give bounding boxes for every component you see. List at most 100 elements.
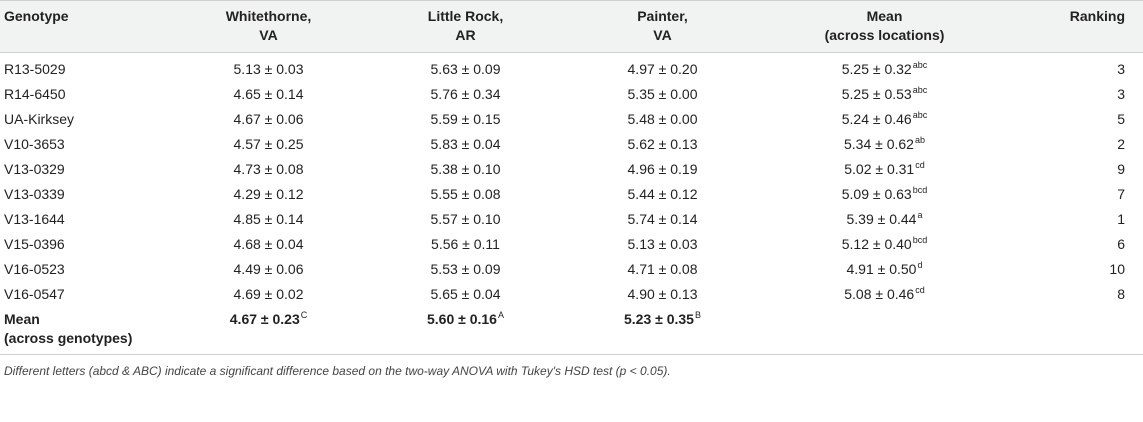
cell-ranking: 2 — [1117, 136, 1125, 152]
cell-mean-letters: bcd — [912, 185, 928, 195]
cell-painter: 5.13 ± 0.03 — [627, 236, 698, 252]
cell-ranking: 7 — [1117, 186, 1125, 202]
cell-ranking: 10 — [1109, 261, 1125, 277]
cell-genotype: V13-0329 — [4, 161, 65, 177]
cell-mean-value: 5.24 ± 0.46 — [841, 111, 912, 127]
cell-mean: 5.02 ± 0.31cd — [761, 157, 1008, 182]
table-row: V10-3653 4.57 ± 0.25 5.83 ± 0.04 5.62 ± … — [0, 132, 1143, 157]
cell-mean-letters: cd — [915, 160, 925, 170]
cell-genotype: V10-3653 — [4, 136, 65, 152]
cell-little-rock: 5.63 ± 0.09 — [430, 61, 501, 77]
cell-whitethorne: 4.73 ± 0.08 — [233, 161, 304, 177]
header-mean: Mean (across locations) — [761, 0, 1008, 53]
cell-mean-value: 5.25 ± 0.53 — [841, 86, 912, 102]
cell-mean: 4.91 ± 0.50d — [761, 257, 1008, 282]
genotype-location-table: Genotype Whitethorne, VA Little Rock, AR P… — [0, 0, 1143, 355]
cell-mean-letters: ab — [914, 135, 925, 145]
header-whitethorne-line2: VA — [259, 27, 278, 43]
header-ranking: Ranking — [1008, 0, 1143, 53]
table-row: V13-1644 4.85 ± 0.14 5.57 ± 0.10 5.74 ± … — [0, 207, 1143, 232]
header-mean-line2: (across locations) — [824, 27, 945, 43]
cell-mean-value: 5.08 ± 0.46 — [844, 286, 915, 302]
cell-mean-label: Mean (across genotypes) — [0, 307, 170, 355]
cell-ranking: 5 — [1117, 111, 1125, 127]
cell-painter: 5.35 ± 0.00 — [627, 86, 698, 102]
cell-painter: 4.97 ± 0.20 — [627, 61, 698, 77]
cell-little-rock: 5.38 ± 0.10 — [430, 161, 501, 177]
cell-genotype: V16-0547 — [4, 286, 65, 302]
mean-painter-letter: B — [694, 310, 701, 320]
header-little-rock: Little Rock, AR — [367, 0, 564, 53]
header-row: Genotype Whitethorne, VA Little Rock, AR P… — [0, 0, 1143, 53]
mean-painter-value: 5.23 ± 0.35 — [624, 311, 694, 327]
cell-mean-letters: a — [917, 210, 923, 220]
cell-whitethorne: 4.85 ± 0.14 — [233, 211, 304, 227]
cell-mean: 5.08 ± 0.46cd — [761, 282, 1008, 307]
cell-little-rock: 5.83 ± 0.04 — [430, 136, 501, 152]
cell-mean-letters: cd — [915, 285, 925, 295]
cell-mean-letters: d — [917, 260, 923, 270]
header-genotype-label: Genotype — [4, 8, 69, 24]
cell-little-rock: 5.55 ± 0.08 — [430, 186, 501, 202]
cell-whitethorne: 4.57 ± 0.25 — [233, 136, 304, 152]
cell-mean-value: 5.39 ± 0.44 — [846, 211, 917, 227]
cell-whitethorne: 5.13 ± 0.03 — [233, 61, 304, 77]
cell-genotype: R14-6450 — [4, 86, 66, 102]
cell-genotype: V13-1644 — [4, 211, 65, 227]
data-table-container: Genotype Whitethorne, VA Little Rock, AR P… — [0, 0, 1143, 378]
cell-painter: 5.44 ± 0.12 — [627, 186, 698, 202]
header-painter: Painter, VA — [564, 0, 761, 53]
table-row: V16-0547 4.69 ± 0.02 5.65 ± 0.04 4.90 ± … — [0, 282, 1143, 307]
header-whitethorne-line1: Whitethorne, — [225, 8, 312, 24]
cell-ranking: 3 — [1117, 61, 1125, 77]
cell-mean-value: 5.12 ± 0.40 — [841, 236, 912, 252]
mean-label-line2: (across genotypes) — [4, 330, 133, 346]
cell-whitethorne: 4.69 ± 0.02 — [233, 286, 304, 302]
cell-little-rock: 5.53 ± 0.09 — [430, 261, 501, 277]
cell-whitethorne: 4.67 ± 0.06 — [233, 111, 304, 127]
table-row: V16-0523 4.49 ± 0.06 5.53 ± 0.09 4.71 ± … — [0, 257, 1143, 282]
mean-whitethorne-letter: C — [300, 310, 308, 320]
cell-ranking: 3 — [1117, 86, 1125, 102]
cell-ranking: 9 — [1117, 161, 1125, 177]
cell-little-rock: 5.59 ± 0.15 — [430, 111, 501, 127]
cell-mean: 5.09 ± 0.63bcd — [761, 182, 1008, 207]
cell-mean-little-rock: 5.60 ± 0.16A — [367, 307, 564, 355]
cell-mean-letters: abc — [912, 60, 928, 70]
cell-whitethorne: 4.65 ± 0.14 — [233, 86, 304, 102]
cell-mean: 5.25 ± 0.32abc — [761, 53, 1008, 83]
cell-painter: 4.96 ± 0.19 — [627, 161, 698, 177]
mean-little-rock-letter: A — [497, 310, 504, 320]
cell-painter: 4.90 ± 0.13 — [627, 286, 698, 302]
mean-little-rock-value: 5.60 ± 0.16 — [427, 311, 497, 327]
cell-mean-letters: bcd — [912, 235, 928, 245]
header-whitethorne: Whitethorne, VA — [170, 0, 367, 53]
table-footnote: Different letters (abcd & ABC) indicate … — [4, 364, 671, 378]
table-body: R13-5029 5.13 ± 0.03 5.63 ± 0.09 4.97 ± … — [0, 53, 1143, 355]
cell-ranking: 1 — [1117, 211, 1125, 227]
table-row: V13-0329 4.73 ± 0.08 5.38 ± 0.10 4.96 ± … — [0, 157, 1143, 182]
table-row: R13-5029 5.13 ± 0.03 5.63 ± 0.09 4.97 ± … — [0, 53, 1143, 83]
cell-mean-value: 5.02 ± 0.31 — [844, 161, 915, 177]
cell-whitethorne: 4.68 ± 0.04 — [233, 236, 304, 252]
cell-painter: 5.74 ± 0.14 — [627, 211, 698, 227]
table-row: V15-0396 4.68 ± 0.04 5.56 ± 0.11 5.13 ± … — [0, 232, 1143, 257]
cell-genotype: UA-Kirksey — [4, 111, 75, 127]
header-little-rock-line1: Little Rock, — [427, 8, 504, 24]
cell-whitethorne: 4.49 ± 0.06 — [233, 261, 304, 277]
cell-mean-value: 4.91 ± 0.50 — [846, 261, 917, 277]
cell-mean-letters: abc — [912, 85, 928, 95]
cell-mean: 5.39 ± 0.44a — [761, 207, 1008, 232]
cell-painter: 5.62 ± 0.13 — [627, 136, 698, 152]
header-genotype: Genotype — [0, 0, 170, 53]
header-painter-line1: Painter, — [637, 8, 688, 24]
header-painter-line2: VA — [653, 27, 672, 43]
cell-painter: 4.71 ± 0.08 — [627, 261, 698, 277]
mean-label-line1: Mean — [4, 311, 40, 327]
cell-painter: 5.48 ± 0.00 — [627, 111, 698, 127]
cell-mean: 5.12 ± 0.40bcd — [761, 232, 1008, 257]
table-row: R14-6450 4.65 ± 0.14 5.76 ± 0.34 5.35 ± … — [0, 82, 1143, 107]
table-row: UA-Kirksey 4.67 ± 0.06 5.59 ± 0.15 5.48 … — [0, 107, 1143, 132]
table-row: V13-0339 4.29 ± 0.12 5.55 ± 0.08 5.44 ± … — [0, 182, 1143, 207]
cell-ranking-empty — [1008, 307, 1143, 355]
